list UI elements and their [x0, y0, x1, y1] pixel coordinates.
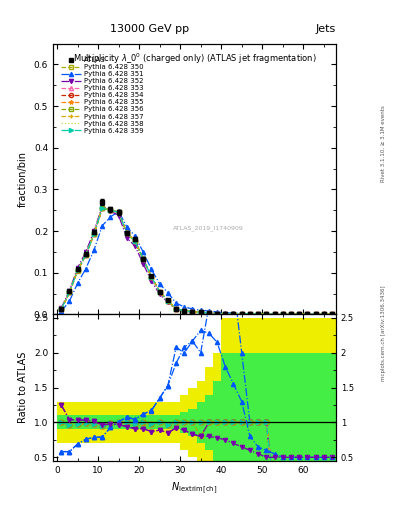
X-axis label: $N_{\mathrm{lextrim[ch]}}$: $N_{\mathrm{lextrim[ch]}}$ [171, 480, 218, 496]
Text: Jets: Jets [316, 24, 336, 34]
Y-axis label: fraction/bin: fraction/bin [18, 151, 28, 207]
Text: ATLAS_2019_I1740909: ATLAS_2019_I1740909 [173, 225, 244, 230]
Legend: ATLAS, Pythia 6.428 350, Pythia 6.428 351, Pythia 6.428 352, Pythia 6.428 353, P: ATLAS, Pythia 6.428 350, Pythia 6.428 35… [59, 55, 145, 136]
Y-axis label: Ratio to ATLAS: Ratio to ATLAS [18, 352, 28, 423]
Text: 13000 GeV pp: 13000 GeV pp [110, 24, 189, 34]
Text: Rivet 3.1.10, ≥ 3.1M events: Rivet 3.1.10, ≥ 3.1M events [381, 105, 386, 182]
Text: mcplots.cern.ch [arXiv:1306.3436]: mcplots.cern.ch [arXiv:1306.3436] [381, 285, 386, 380]
Text: Multiplicity $\lambda\_0^0$ (charged only) (ATLAS jet fragmentation): Multiplicity $\lambda\_0^0$ (charged onl… [73, 52, 316, 66]
